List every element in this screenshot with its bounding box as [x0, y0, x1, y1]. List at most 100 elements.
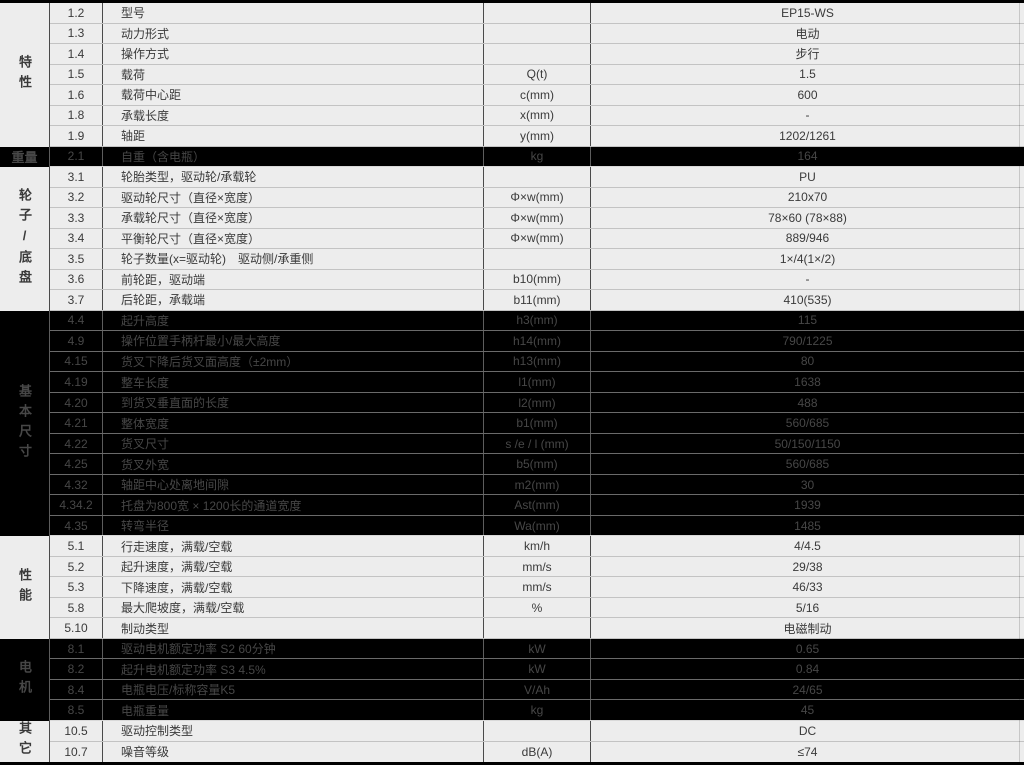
spec-value: 210x70 [590, 187, 1024, 208]
spec-label: 托盘为800宽 × 1200长的通道宽度 [102, 495, 483, 515]
spec-unit: Wa(mm) [483, 515, 590, 536]
spec-label: 整车长度 [102, 372, 483, 392]
spec-value: 115 [590, 310, 1024, 331]
row-number: 4.32 [64, 477, 88, 492]
category-label: 重量 [11, 150, 38, 166]
spec-unit: l2(mm) [483, 392, 590, 413]
row-number: 4.9 [67, 333, 85, 348]
spec-section: 轮子/底盘 3.1 轮胎类型，驱动轮/承载轮 PU 3.2 驱动轮尺寸（直径×宽度） Φ×w… [0, 167, 1024, 311]
spec-unit: Φ×w(mm) [483, 228, 590, 249]
table-row: 5.8 最大爬坡度，满载/空载% 5/16 [50, 597, 1024, 619]
row-number: 3.1 [67, 169, 85, 184]
spec-value: 80 [590, 351, 1024, 372]
spec-unit: b10(mm) [483, 269, 590, 290]
row-number: 3.4 [67, 231, 85, 246]
spec-label: 动力形式 [102, 23, 483, 44]
spec-label: 操作方式 [102, 44, 483, 64]
table-row: 5.2 起升速度，满载/空载 mm/s 29/38 [50, 556, 1024, 578]
row-number: 5.3 [67, 580, 85, 595]
spec-label: 型号 [102, 3, 483, 23]
table-row: 1.5 载荷 Q(t) 1.5 [50, 64, 1024, 86]
spec-unit: h13(mm) [483, 351, 590, 372]
spec-label: 电瓶电压/标称容量K5 [102, 679, 483, 700]
row-number: 1.6 [67, 87, 85, 102]
table-row: 3.7 后轮距，承载端 b11(mm) 410(535) [50, 290, 1024, 311]
spec-unit [483, 618, 590, 638]
spec-unit [483, 44, 590, 64]
spec-label: 货叉下降后货叉面高度（±2mm） [102, 351, 483, 372]
spec-value: EP15-WS [590, 3, 1024, 23]
spec-label: 自重（含电瓶） [102, 146, 483, 167]
table-row: 4.15 货叉下降后货叉面高度（±2mm） h13(mm) 80 [50, 351, 1024, 373]
row-number: 1.8 [67, 108, 85, 123]
table-row: 4.22 货叉尺寸 s /e / l (mm) 50/150/1150 [50, 433, 1024, 455]
category-label: 性能 [17, 567, 32, 608]
row-number: 1.4 [67, 46, 85, 61]
category-label: 基本尺寸 [17, 383, 32, 464]
spec-label: 货叉外宽 [102, 454, 483, 474]
spec-value: 5/16 [590, 597, 1024, 618]
table-row: 4.34.2 托盘为800宽 × 1200长的通道宽度 Ast(mm) 1939 [50, 495, 1024, 516]
spec-section: 基本尺寸 4.4 起升高度 h3(mm) 115 4.9 操作位置手柄杆最小/最大高度 h14… [0, 310, 1024, 537]
row-number: 4.20 [64, 395, 88, 410]
row-number: 4.4 [67, 313, 85, 328]
row-number: 4.25 [64, 457, 88, 472]
row-number: 1.5 [67, 67, 85, 82]
spec-label: 驱动轮尺寸（直径×宽度） [102, 187, 483, 208]
spec-label: 平衡轮尺寸（直径×宽度） [102, 228, 483, 249]
row-number: 4.22 [64, 436, 88, 451]
table-row: 8.1 驱动电机额定功率 S2 60分钟 kW 0.65 [50, 638, 1024, 660]
spec-value: DC [590, 720, 1024, 741]
spec-value: 78×60 (78×88) [590, 208, 1024, 228]
row-number: 5.1 [67, 539, 85, 554]
spec-unit: b5(mm) [483, 454, 590, 474]
row-number: 3.3 [67, 210, 85, 225]
row-number: 5.10 [64, 621, 88, 636]
row-number: 3.6 [67, 272, 85, 287]
row-number: 3.5 [67, 251, 85, 266]
spec-unit: l1(mm) [483, 372, 590, 392]
row-number: 4.35 [64, 518, 88, 533]
spec-label: 起升速度，满载/空载 [102, 556, 483, 577]
row-number: 1.9 [67, 128, 85, 143]
table-row: 5.3 下降速度，满载/空载 mm/s 46/33 [50, 577, 1024, 598]
spec-label: 转弯半径 [102, 515, 483, 536]
table-row: 10.5 驱动控制类型 DC [50, 720, 1024, 742]
spec-unit: kg [483, 146, 590, 167]
spec-value: 410(535) [590, 290, 1024, 310]
spec-label: 载荷中心距 [102, 85, 483, 105]
spec-unit: Q(t) [483, 64, 590, 85]
table-row: 2.1 自重（含电瓶） kg 164 [50, 146, 1024, 168]
row-number: 10.7 [64, 744, 88, 759]
table-row: 4.9 操作位置手柄杆最小/最大高度 h14(mm) 790/1225 [50, 331, 1024, 352]
spec-value: 560/685 [590, 413, 1024, 433]
table-row: 1.8 承载长度 x(mm) - [50, 105, 1024, 127]
table-row: 8.2 起升电机额定功率 S3 4.5% kW 0.84 [50, 659, 1024, 680]
spec-label: 承载长度 [102, 105, 483, 126]
table-row: 1.3 动力形式 电动 [50, 23, 1024, 45]
spec-unit [483, 23, 590, 44]
spec-unit: % [483, 597, 590, 618]
table-row: 10.7 噪音等级 dB(A) ≤74 [50, 741, 1024, 762]
spec-value: 1.5 [590, 64, 1024, 85]
spec-value: 488 [590, 392, 1024, 413]
table-row: 4.32 轴距中心处离地间隙 m2(mm) 30 [50, 474, 1024, 496]
spec-value: 4/4.5 [590, 536, 1024, 556]
spec-label: 货叉尺寸 [102, 433, 483, 454]
table-row: 3.4 平衡轮尺寸（直径×宽度） Φ×w(mm) 889/946 [50, 228, 1024, 250]
category-cell: 基本尺寸 [0, 310, 50, 537]
spec-label: 下降速度，满载/空载 [102, 577, 483, 597]
spec-value: ≤74 [590, 741, 1024, 762]
spec-value: 29/38 [590, 556, 1024, 577]
spec-unit: m2(mm) [483, 474, 590, 495]
table-row: 3.5 轮子数量(x=驱动轮) 驱动侧/承重侧 1×/4(1×/2) [50, 249, 1024, 270]
row-number: 10.5 [64, 723, 88, 738]
spec-unit: Φ×w(mm) [483, 187, 590, 208]
table-row: 5.10 制动类型 电磁制动 [50, 618, 1024, 639]
category-cell: 重量 [0, 146, 50, 168]
spec-value: 电动 [590, 23, 1024, 44]
spec-section: 其它 10.5 驱动控制类型 DC 10.7 噪音等级 dB(A) ≤74 [0, 720, 1024, 762]
spec-label: 起升电机额定功率 S3 4.5% [102, 659, 483, 679]
spec-value: 0.65 [590, 638, 1024, 659]
table-row: 4.19 整车长度 l1(mm) 1638 [50, 372, 1024, 393]
